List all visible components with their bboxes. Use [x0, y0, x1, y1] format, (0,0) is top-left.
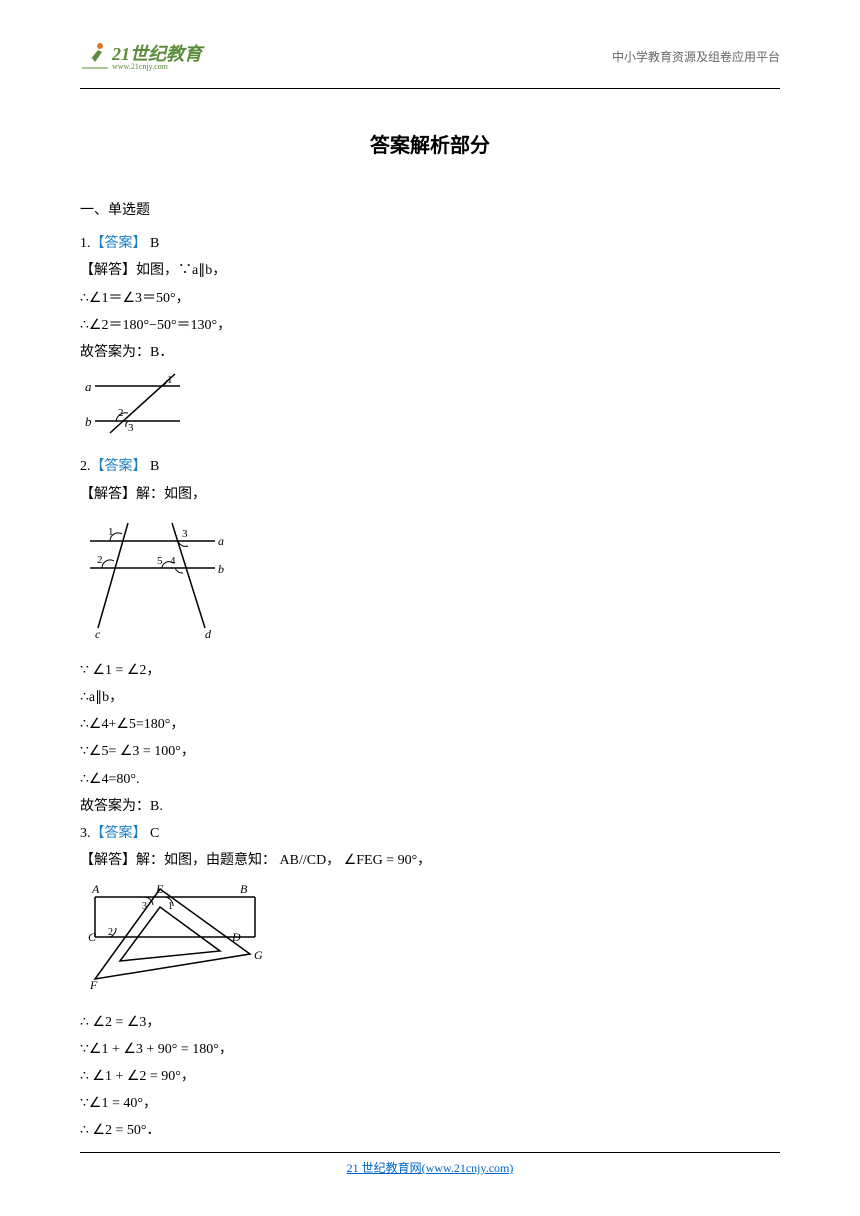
problem-2-header: 2.【答案】 B [80, 454, 780, 479]
svg-text:G: G [254, 948, 263, 962]
footer-link[interactable]: 21 世纪教育网(www.21cnjy.com) [347, 1161, 514, 1175]
problem-2-number: 2. [80, 459, 91, 474]
problem-2-line2: ∵ ∠1 = ∠2， [80, 658, 780, 683]
svg-text:2: 2 [97, 554, 103, 566]
section-heading: 一、单选题 [80, 198, 780, 223]
svg-text:F: F [89, 978, 98, 992]
answer-label: 【答案】 [91, 459, 147, 474]
problem-2-line4: ∴∠4+∠5=180°， [80, 712, 780, 737]
svg-text:A: A [91, 882, 100, 896]
footer-divider [80, 1152, 780, 1153]
problem-3-header: 3.【答案】 C [80, 821, 780, 846]
answer-label: 【答案】 [91, 236, 147, 251]
problem-3-answer: C [147, 826, 160, 841]
footer: 21 世纪教育网(www.21cnjy.com) [0, 1152, 860, 1176]
problem-2-explain-1: 【解答】解：如图， [80, 482, 780, 507]
svg-text:4: 4 [170, 555, 176, 567]
svg-text:D: D [231, 930, 241, 944]
problem-1-line2: ∴∠1＝∠3＝50°， [80, 286, 780, 311]
svg-text:E: E [155, 882, 164, 896]
problem-2-line3: ∴a∥b， [80, 685, 780, 710]
svg-text:3: 3 [182, 528, 188, 540]
explain-text: 如图，∵a∥b， [136, 263, 226, 278]
problem-1-diagram: a b 1 2 3 [80, 371, 780, 448]
page-title: 答案解析部分 [80, 129, 780, 158]
svg-text:3: 3 [142, 901, 147, 912]
problem-1-line4: 故答案为：B． [80, 340, 780, 365]
svg-text:c: c [95, 627, 101, 641]
header: 21世纪教育 www.21cnjy.com 中小学教育资源及组卷应用平台 [80, 40, 780, 80]
problem-3-line3: ∵∠1 + ∠3 + 90° = 180°， [80, 1037, 780, 1062]
svg-text:3: 3 [128, 422, 134, 434]
header-divider [80, 88, 780, 89]
svg-text:a: a [85, 379, 92, 394]
problem-3-number: 3. [80, 826, 91, 841]
problem-3-line6: ∴ ∠2 = 50°． [80, 1118, 780, 1143]
explain-label: 【解答】 [80, 853, 136, 868]
explain-text: 解：如图， [136, 487, 206, 502]
svg-text:b: b [218, 562, 224, 576]
math-expr-2: ∠FEG = 90°， [344, 853, 432, 868]
svg-text:1: 1 [167, 374, 173, 386]
explain-label: 【解答】 [80, 487, 136, 502]
svg-text:b: b [85, 414, 92, 429]
problem-1-number: 1. [80, 236, 91, 251]
problem-1-line3: ∴∠2＝180°−50°＝130°， [80, 313, 780, 338]
explain-label: 【解答】 [80, 263, 136, 278]
explain-text: 解：如图，由题意知： [136, 853, 276, 868]
problem-3-explain-1: 【解答】解：如图，由题意知： AB//CD， ∠FEG = 90°， [80, 848, 780, 873]
problem-3-diagram: A E B C D F G 3 1 2 [80, 879, 780, 1003]
svg-text:B: B [240, 882, 248, 896]
svg-text:5: 5 [157, 555, 163, 567]
problem-2-answer: B [147, 459, 160, 474]
logo-runner-icon [80, 40, 110, 70]
problem-2-line5: ∵∠5= ∠3 = 100°， [80, 739, 780, 764]
svg-text:d: d [205, 627, 212, 641]
header-right-text: 中小学教育资源及组卷应用平台 [612, 48, 780, 65]
svg-text:C: C [88, 930, 97, 944]
math-expr-1: AB//CD， [280, 853, 341, 868]
logo: 21世纪教育 www.21cnjy.com [80, 40, 220, 80]
problem-2-line6: ∴∠4=80°. [80, 767, 780, 792]
problem-1-explain-1: 【解答】如图，∵a∥b， [80, 258, 780, 283]
problem-2-diagram: 1 2 3 4 5 a b c d [80, 513, 780, 652]
problem-3-line4: ∴ ∠1 + ∠2 = 90°， [80, 1064, 780, 1089]
logo-text-sub: www.21cnjy.com [112, 62, 168, 71]
problem-3-line2: ∴ ∠2 = ∠3， [80, 1010, 780, 1035]
problem-1-header: 1.【答案】 B [80, 231, 780, 256]
svg-text:a: a [218, 534, 224, 548]
svg-text:1: 1 [108, 526, 114, 538]
problem-3-line5: ∵∠1 = 40°， [80, 1091, 780, 1116]
problem-1-answer: B [147, 236, 160, 251]
problem-2-line7: 故答案为：B. [80, 794, 780, 819]
answer-label: 【答案】 [91, 826, 147, 841]
content: 一、单选题 1.【答案】 B 【解答】如图，∵a∥b， ∴∠1＝∠3＝50°， … [80, 198, 780, 1144]
